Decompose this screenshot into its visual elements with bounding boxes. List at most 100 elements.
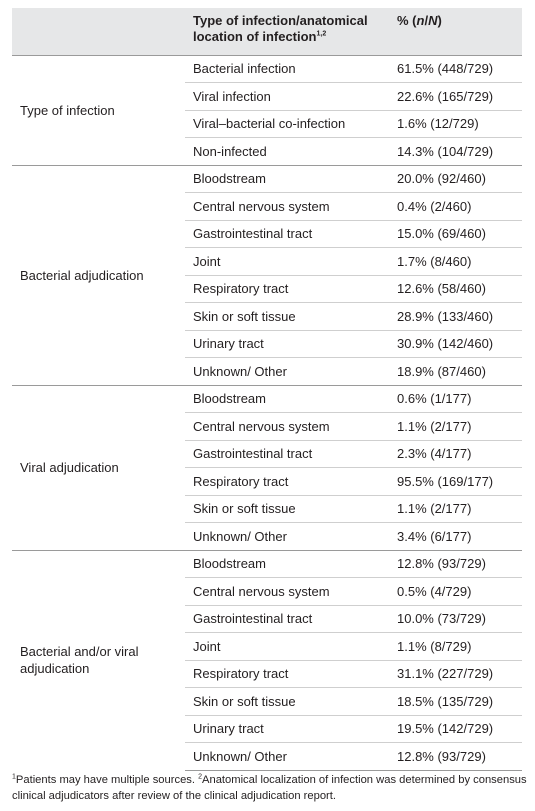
location-cell: Unknown/ Other: [185, 742, 389, 771]
percent-cell: 0.5% (4/729): [389, 577, 522, 605]
location-cell: Gastrointestinal tract: [185, 219, 389, 248]
header-text: n: [416, 13, 425, 28]
percent-cell: 22.6% (165/729): [389, 82, 522, 110]
table-row: Bacterial and/or viral adjudication Blood…: [12, 549, 522, 770]
percent-cell: 61.5% (448/729): [389, 54, 522, 83]
location-cell: Joint: [185, 632, 389, 660]
results-table: Type of infection/anatomical location of…: [12, 8, 522, 771]
location-cell: Gastrointestinal tract: [185, 604, 389, 633]
table-row: Central nervous system 0.5% (4/729): [12, 577, 522, 605]
percent-cell: 0.4% (2/460): [389, 192, 522, 220]
location-cell: Viral infection: [185, 82, 389, 110]
group-label: Viral adjudication: [12, 384, 185, 550]
footnote-mark: 1: [12, 773, 16, 781]
percent-cell: 12.8% (93/729): [389, 549, 522, 578]
footnote-text: Anatomical localization of infection was…: [12, 774, 527, 802]
percent-cell: 19.5% (142/729): [389, 714, 522, 743]
header-text: % (: [397, 13, 417, 28]
location-cell: Skin or soft tissue: [185, 494, 389, 523]
location-cell: Central nervous system: [185, 412, 389, 440]
table-row: Urinary tract 30.9% (142/460): [12, 329, 522, 358]
table-row: Viral infection 22.6% (165/729): [12, 82, 522, 110]
table-row: Skin or soft tissue 1.1% (2/177): [12, 494, 522, 523]
percent-cell: 1.6% (12/729): [389, 109, 522, 138]
location-cell: Joint: [185, 247, 389, 275]
location-cell: Bloodstream: [185, 549, 389, 578]
location-cell: Bacterial infection: [185, 54, 389, 83]
percent-cell: 20.0% (92/460): [389, 164, 522, 193]
table-row: Central nervous system 0.4% (2/460): [12, 192, 522, 220]
table-wrapper: Type of infection/anatomical location of…: [12, 8, 522, 771]
table-row: Bacterial adjudication Bloodstream 20.0% (…: [12, 164, 522, 385]
table-row: Skin or soft tissue 18.5% (135/729): [12, 687, 522, 715]
percent-cell: 15.0% (69/460): [389, 219, 522, 248]
percent-cell: 1.7% (8/460): [389, 247, 522, 275]
table-row: Type of infection Bacterial infection 61.5…: [12, 54, 522, 165]
group-label: Bacterial and/or viral adjudication: [12, 549, 185, 770]
percent-cell: 3.4% (6/177): [389, 522, 522, 550]
table-row: Viral–bacterial co-infection 1.6% (12/729…: [12, 109, 522, 138]
table-row: Gastrointestinal tract 10.0% (73/729): [12, 604, 522, 633]
percent-cell: 1.1% (8/729): [389, 632, 522, 660]
table-row: Unknown/ Other 12.8% (93/729): [12, 742, 522, 771]
percent-cell: 1.1% (2/177): [389, 494, 522, 523]
percent-cell: 14.3% (104/729): [389, 137, 522, 165]
location-cell: Skin or soft tissue: [185, 687, 389, 715]
table-row: Respiratory tract 31.1% (227/729): [12, 659, 522, 688]
location-cell: Bloodstream: [185, 384, 389, 413]
location-cell: Central nervous system: [185, 192, 389, 220]
header-row: Type of infection/anatomical location of…: [12, 8, 522, 55]
table-row: Skin or soft tissue 28.9% (133/460): [12, 302, 522, 330]
location-cell: Central nervous system: [185, 577, 389, 605]
group-label: Type of infection: [12, 54, 185, 165]
table-row: Respiratory tract 12.6% (58/460): [12, 274, 522, 303]
footnote-ref: 1,2: [316, 30, 327, 38]
header-cell: Type of infection/anatomical location of…: [185, 8, 389, 55]
table-row: Joint 1.1% (8/729): [12, 632, 522, 660]
table-body: Type of infection Bacterial infection 61.5…: [12, 54, 522, 771]
table-row: Unknown/ Other 3.4% (6/177): [12, 522, 522, 550]
location-cell: Viral–bacterial co-infection: [185, 109, 389, 138]
percent-cell: 10.0% (73/729): [389, 604, 522, 633]
location-cell: Urinary tract: [185, 329, 389, 358]
footnote-mark: 2: [198, 773, 203, 781]
table-row: Central nervous system 1.1% (2/177): [12, 412, 522, 440]
location-cell: Unknown/ Other: [185, 522, 389, 550]
percent-cell: 12.6% (58/460): [389, 274, 522, 303]
percent-cell: 30.9% (142/460): [389, 329, 522, 358]
footnote-text: Patients may have multiple sources.: [15, 774, 199, 786]
percent-cell: 31.1% (227/729): [389, 659, 522, 688]
percent-cell: 28.9% (133/460): [389, 302, 522, 330]
percent-cell: 1.1% (2/177): [389, 412, 522, 440]
table-row: Unknown/ Other 18.9% (87/460): [12, 357, 522, 385]
header-text: Type of infection/anatomical location of…: [193, 13, 368, 44]
header-text: ): [437, 13, 442, 28]
percent-cell: 2.3% (4/177): [389, 439, 522, 468]
percent-cell: 18.9% (87/460): [389, 357, 522, 385]
percent-cell: 95.5% (169/177): [389, 467, 522, 495]
percent-cell: 18.5% (135/729): [389, 687, 522, 715]
location-cell: Unknown/ Other: [185, 357, 389, 385]
location-cell: Respiratory tract: [185, 467, 389, 495]
header-cell: [12, 8, 185, 55]
location-cell: Gastrointestinal tract: [185, 439, 389, 468]
location-cell: Respiratory tract: [185, 274, 389, 303]
table-row: Joint 1.7% (8/460): [12, 247, 522, 275]
header-cell: % (n/N): [389, 8, 522, 55]
location-cell: Respiratory tract: [185, 659, 389, 688]
location-cell: Urinary tract: [185, 714, 389, 743]
table-row: Gastrointestinal tract 15.0% (69/460): [12, 219, 522, 248]
location-cell: Non-infected: [185, 137, 389, 165]
footnotes: 1Patients may have multiple sources. 2An…: [12, 772, 527, 804]
table-row: Urinary tract 19.5% (142/729): [12, 714, 522, 743]
location-cell: Bloodstream: [185, 164, 389, 193]
percent-cell: 12.8% (93/729): [389, 742, 522, 771]
table-row: Gastrointestinal tract 2.3% (4/177): [12, 439, 522, 468]
table-head: Type of infection/anatomical location of…: [12, 8, 522, 55]
table-row: Respiratory tract 95.5% (169/177): [12, 467, 522, 495]
group-label: Bacterial adjudication: [12, 164, 185, 385]
table-row: Viral adjudication Bloodstream 0.6% (1/177…: [12, 384, 522, 550]
location-cell: Skin or soft tissue: [185, 302, 389, 330]
header-text: N: [428, 13, 438, 28]
